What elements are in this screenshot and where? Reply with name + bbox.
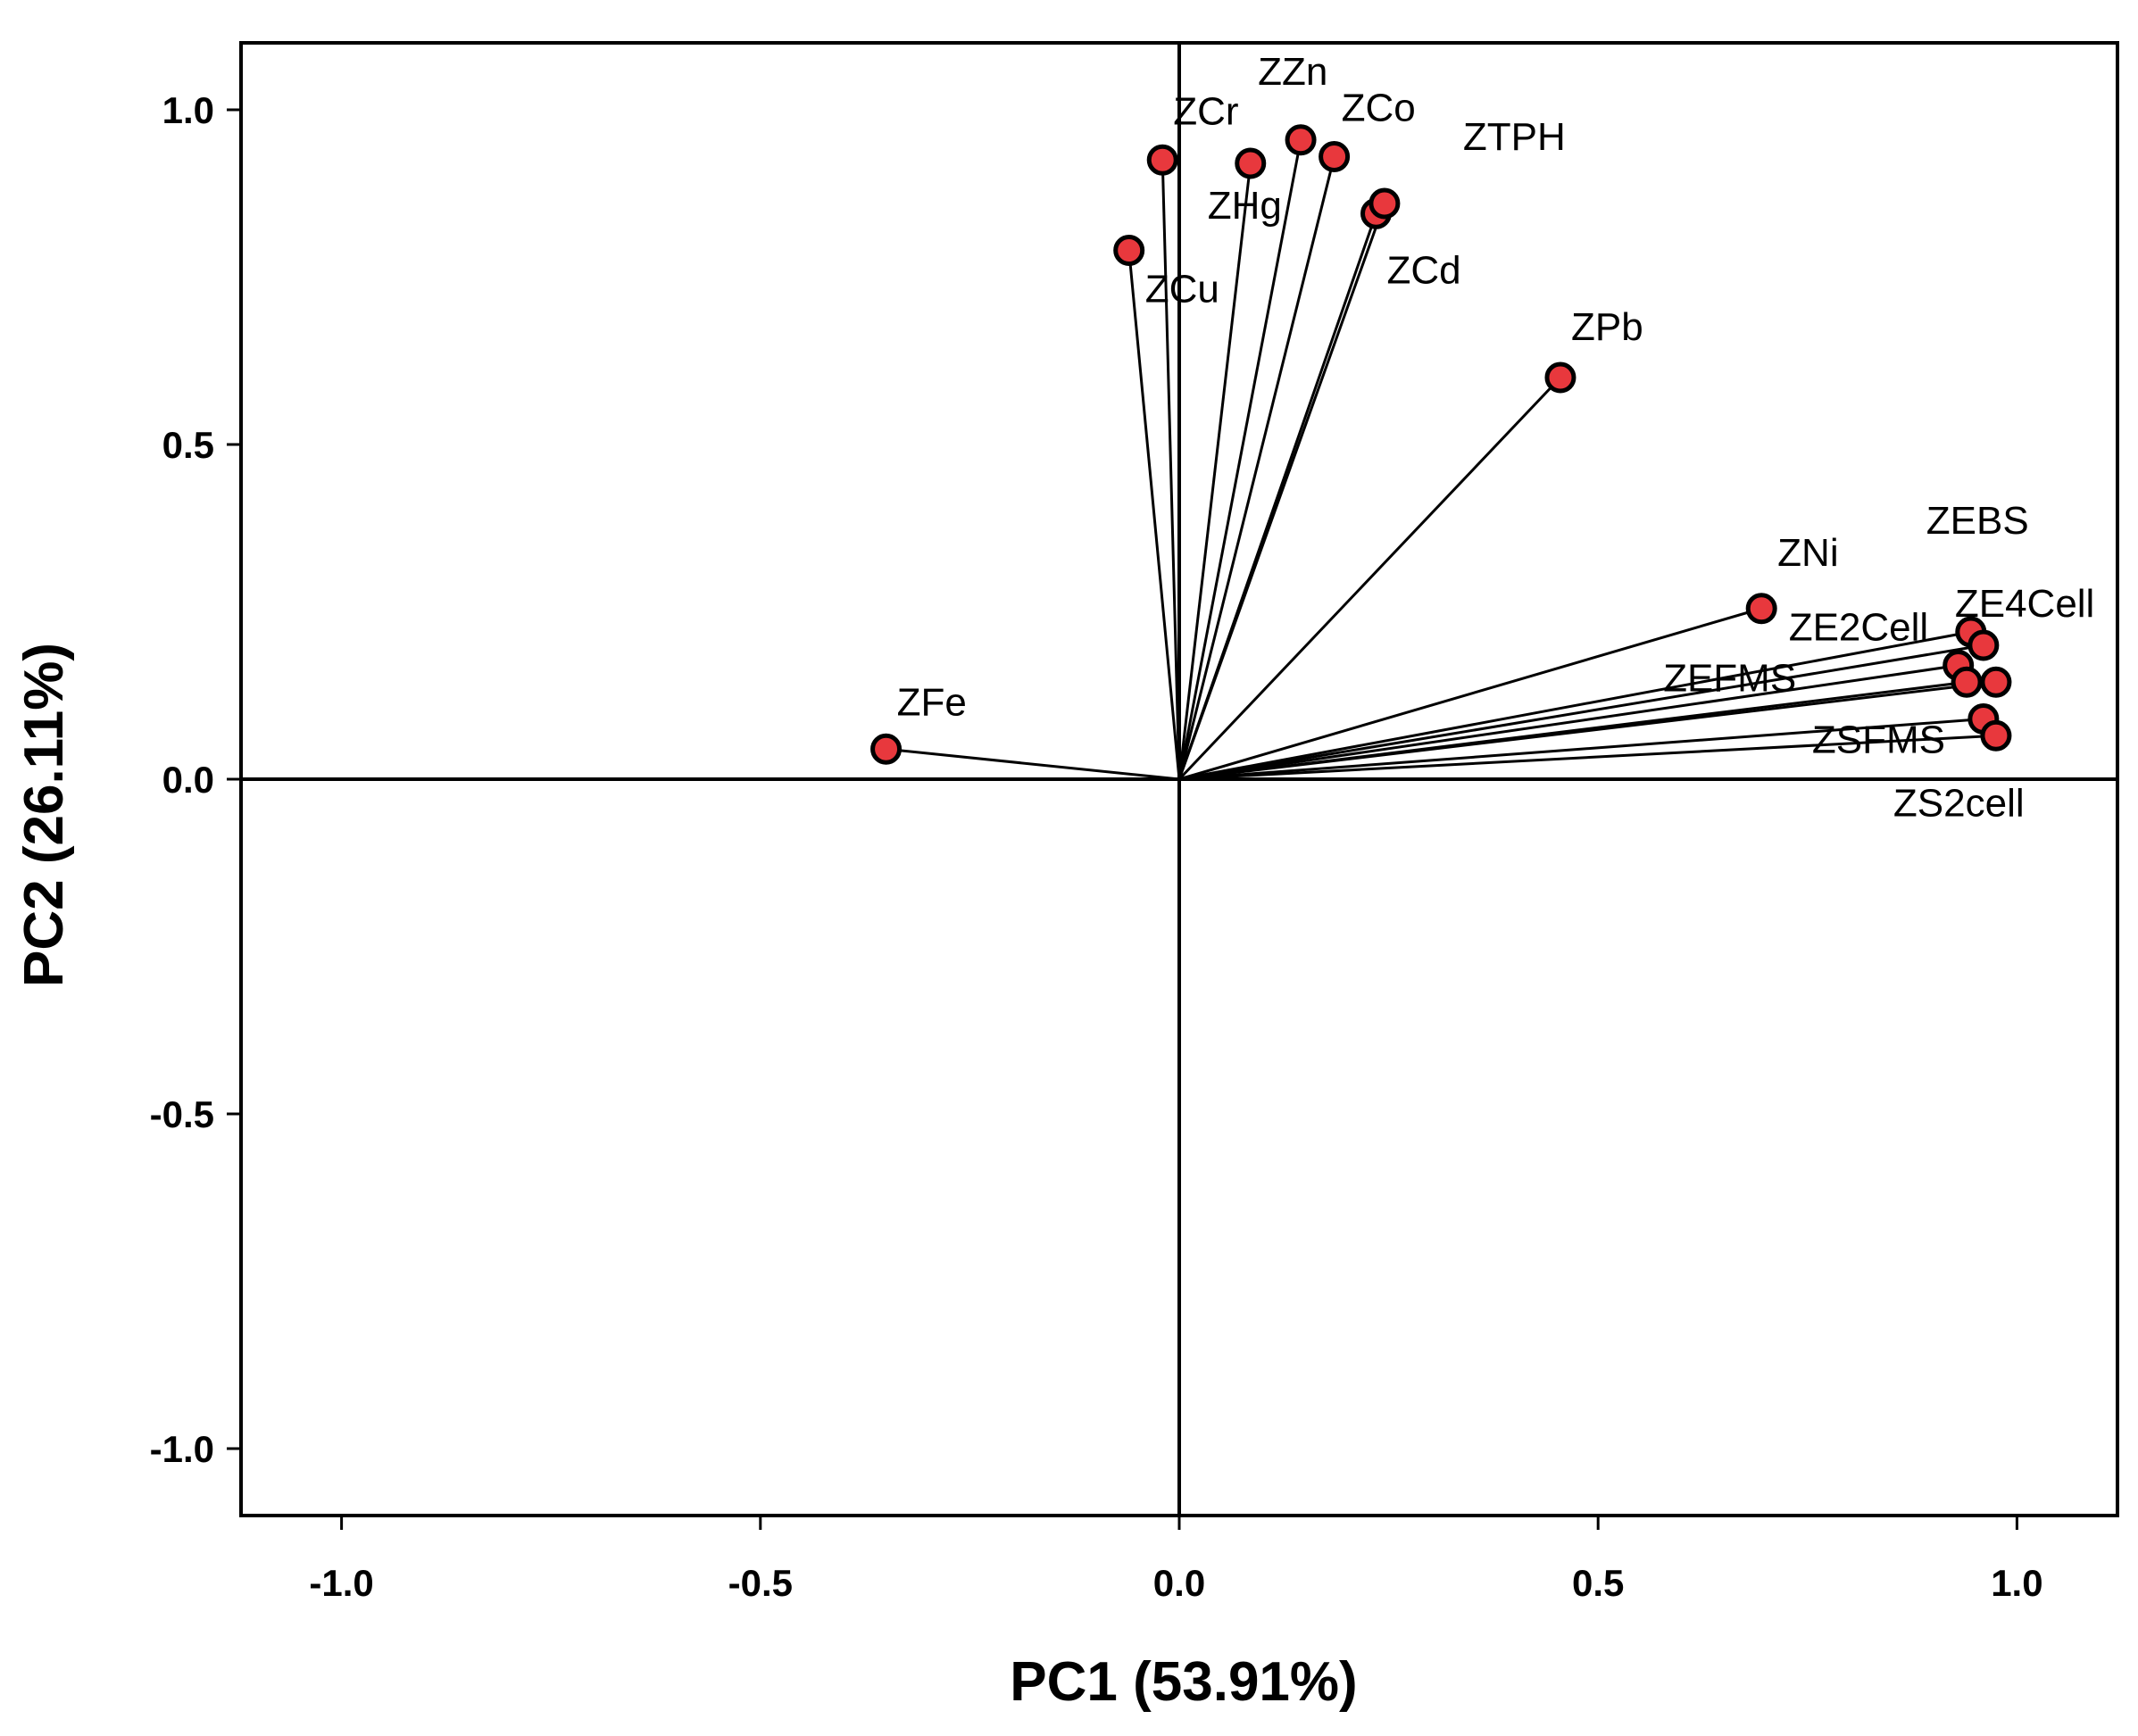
label-zfe: ZFe xyxy=(897,680,967,724)
x-tick-label: 0.0 xyxy=(1153,1562,1205,1604)
point-zco xyxy=(1319,141,1351,172)
point-zs4cell xyxy=(1980,666,2012,698)
label-ztph: ZTPH xyxy=(1463,115,1566,159)
point-zefms xyxy=(1951,666,1983,698)
loading-vectors xyxy=(886,139,1997,781)
x-tick-label: -0.5 xyxy=(728,1562,793,1604)
label-ze2cell: ZE2Cell xyxy=(1789,606,1929,650)
label-zs2cell: ZS2cell xyxy=(1893,781,2025,825)
label-zsfms: ZSFMS xyxy=(1812,718,1945,762)
vector-zs2cell xyxy=(1178,734,1997,781)
label-zcr: ZCr xyxy=(1173,89,1238,133)
label-zcu: ZCu xyxy=(1145,268,1219,311)
x-tick-label: 1.0 xyxy=(1991,1562,2042,1604)
x-axis-title: PC1 (53.91%) xyxy=(1010,1651,1357,1713)
point-zzn xyxy=(1285,124,1317,156)
vector-zzn xyxy=(1177,139,1302,780)
vector-zcr xyxy=(1161,160,1181,780)
label-ze4cell: ZE4Cell xyxy=(1955,582,2095,626)
label-zefms: ZEFMS xyxy=(1663,656,1796,700)
point-ze4cell xyxy=(1967,629,2000,661)
point-zfe xyxy=(870,733,903,765)
y-tick-label: 1.0 xyxy=(162,89,214,131)
x-axis-ticks: -1.0 -0.5 0.0 0.5 1.0 xyxy=(309,1516,2043,1604)
y-tick-label: 0.5 xyxy=(162,424,214,466)
y-tick-label: -1.0 xyxy=(150,1428,214,1470)
loading-points xyxy=(870,124,2012,765)
vector-zsfms xyxy=(1178,718,1984,781)
y-axis-ticks: -1.0 -0.5 0.0 0.5 1.0 xyxy=(150,89,241,1470)
y-axis-title: PC2 (26.11%) xyxy=(13,643,75,987)
vector-zhg xyxy=(1177,162,1252,780)
x-tick-label: -1.0 xyxy=(309,1562,373,1604)
label-zco: ZCo xyxy=(1342,87,1416,130)
vector-zni xyxy=(1178,607,1762,781)
y-tick-label: -0.5 xyxy=(150,1093,214,1135)
point-ztph xyxy=(1368,187,1401,220)
label-zpb: ZPb xyxy=(1571,305,1643,349)
point-zcu xyxy=(1113,235,1145,266)
point-zs2cell xyxy=(1980,719,2012,752)
label-zcd: ZCd xyxy=(1387,248,1461,292)
point-zni xyxy=(1745,593,1777,625)
vector-ze4cell xyxy=(1178,644,1984,781)
vector-zcu xyxy=(1127,250,1181,780)
vector-zpb xyxy=(1177,376,1562,781)
y-tick-label: 0.0 xyxy=(162,759,214,801)
label-zebs: ZEBS xyxy=(1926,499,2029,543)
label-zzn: ZZn xyxy=(1258,50,1327,94)
point-zpb xyxy=(1544,361,1576,394)
point-labels: ZFe ZCu ZCr ZHg ZZn ZCo ZTPH ZCd ZPb ZNi ZEBS ZE4Ce… xyxy=(897,50,2095,826)
point-zcr xyxy=(1146,144,1178,176)
label-zhg: ZHg xyxy=(1208,184,1282,228)
point-zhg xyxy=(1235,147,1267,179)
vector-ze2cell xyxy=(1178,664,1959,781)
vector-zco xyxy=(1177,156,1336,780)
label-zni: ZNi xyxy=(1777,531,1838,575)
vector-zebs xyxy=(1178,630,1972,781)
vector-zfe xyxy=(886,747,1180,781)
x-tick-label: 0.5 xyxy=(1572,1562,1624,1604)
vector-ztph xyxy=(1177,203,1386,780)
vector-zs4cell xyxy=(1178,680,1997,781)
